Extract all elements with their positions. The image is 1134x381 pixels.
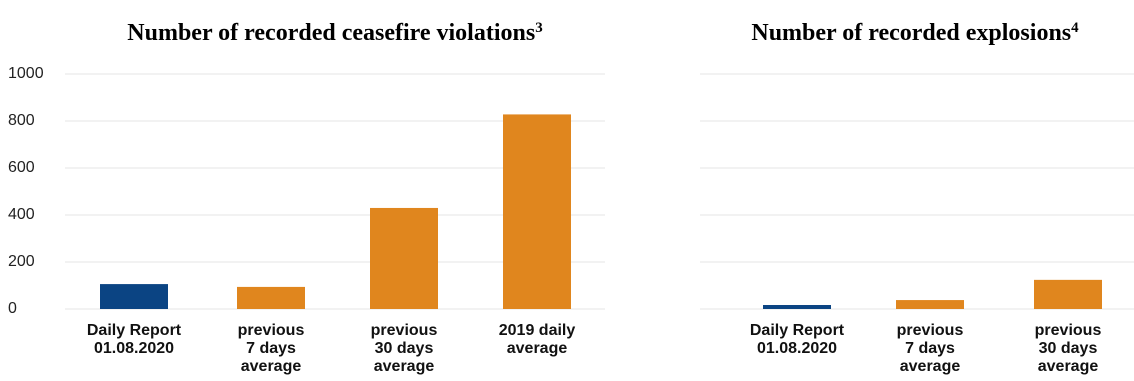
x-tick-label-line: previous — [897, 322, 964, 339]
x-tick-label: previous 30 days average — [1035, 322, 1102, 375]
y-tick-label: 0 — [8, 300, 17, 317]
x-tick-label-line: Daily Report — [750, 322, 845, 339]
y-tick-label: 800 — [8, 112, 35, 129]
bar — [100, 284, 168, 309]
x-tick-label: 2019 daily average — [499, 322, 576, 357]
bar — [763, 305, 831, 309]
x-tick-label-line: previous — [371, 322, 438, 339]
x-tick-label-line: 7 days — [246, 340, 296, 357]
x-tick-label: previous 7 days average — [238, 322, 305, 375]
x-tick-label-line: 30 days — [375, 340, 434, 357]
bar — [237, 286, 305, 309]
x-tick-label: Daily Report 01.08.2020 — [87, 322, 182, 357]
title-superscript: 4 — [1071, 20, 1079, 36]
x-tick-label-line: previous — [238, 322, 305, 339]
x-tick-label-line: 01.08.2020 — [757, 340, 837, 357]
bar — [896, 300, 964, 309]
title-superscript: 3 — [535, 20, 543, 36]
x-tick-label: Daily Report 01.08.2020 — [750, 322, 845, 357]
x-tick-label-line: 2019 daily — [499, 322, 576, 339]
chart-title: Number of recorded explosions4 — [751, 20, 1079, 46]
bar — [1034, 279, 1102, 309]
x-tick-label: previous 7 days average — [897, 322, 964, 375]
title-text: Number of recorded ceasefire violations — [127, 20, 535, 46]
y-tick-label: 400 — [8, 206, 35, 223]
x-tick-label-line: previous — [1035, 322, 1102, 339]
x-tick-label-line: 01.08.2020 — [94, 340, 174, 357]
x-tick-label-line: average — [507, 340, 568, 357]
x-tick-label-line: average — [241, 358, 302, 375]
bar — [370, 207, 438, 309]
x-tick-label-line: Daily Report — [87, 322, 182, 339]
x-tick-label-line: average — [900, 358, 961, 375]
y-tick-label: 200 — [8, 253, 35, 270]
x-tick-label: previous 30 days average — [371, 322, 438, 375]
x-tick-label-line: 30 days — [1039, 340, 1098, 357]
chart-title: Number of recorded ceasefire violations3 — [127, 20, 542, 46]
y-tick-label: 600 — [8, 159, 35, 176]
y-tick-label: 1000 — [8, 65, 44, 82]
x-tick-label-line: average — [1038, 358, 1099, 375]
title-text: Number of recorded explosions — [751, 20, 1071, 46]
x-tick-label-line: average — [374, 358, 435, 375]
bar — [503, 114, 571, 309]
x-tick-label-line: 7 days — [905, 340, 955, 357]
